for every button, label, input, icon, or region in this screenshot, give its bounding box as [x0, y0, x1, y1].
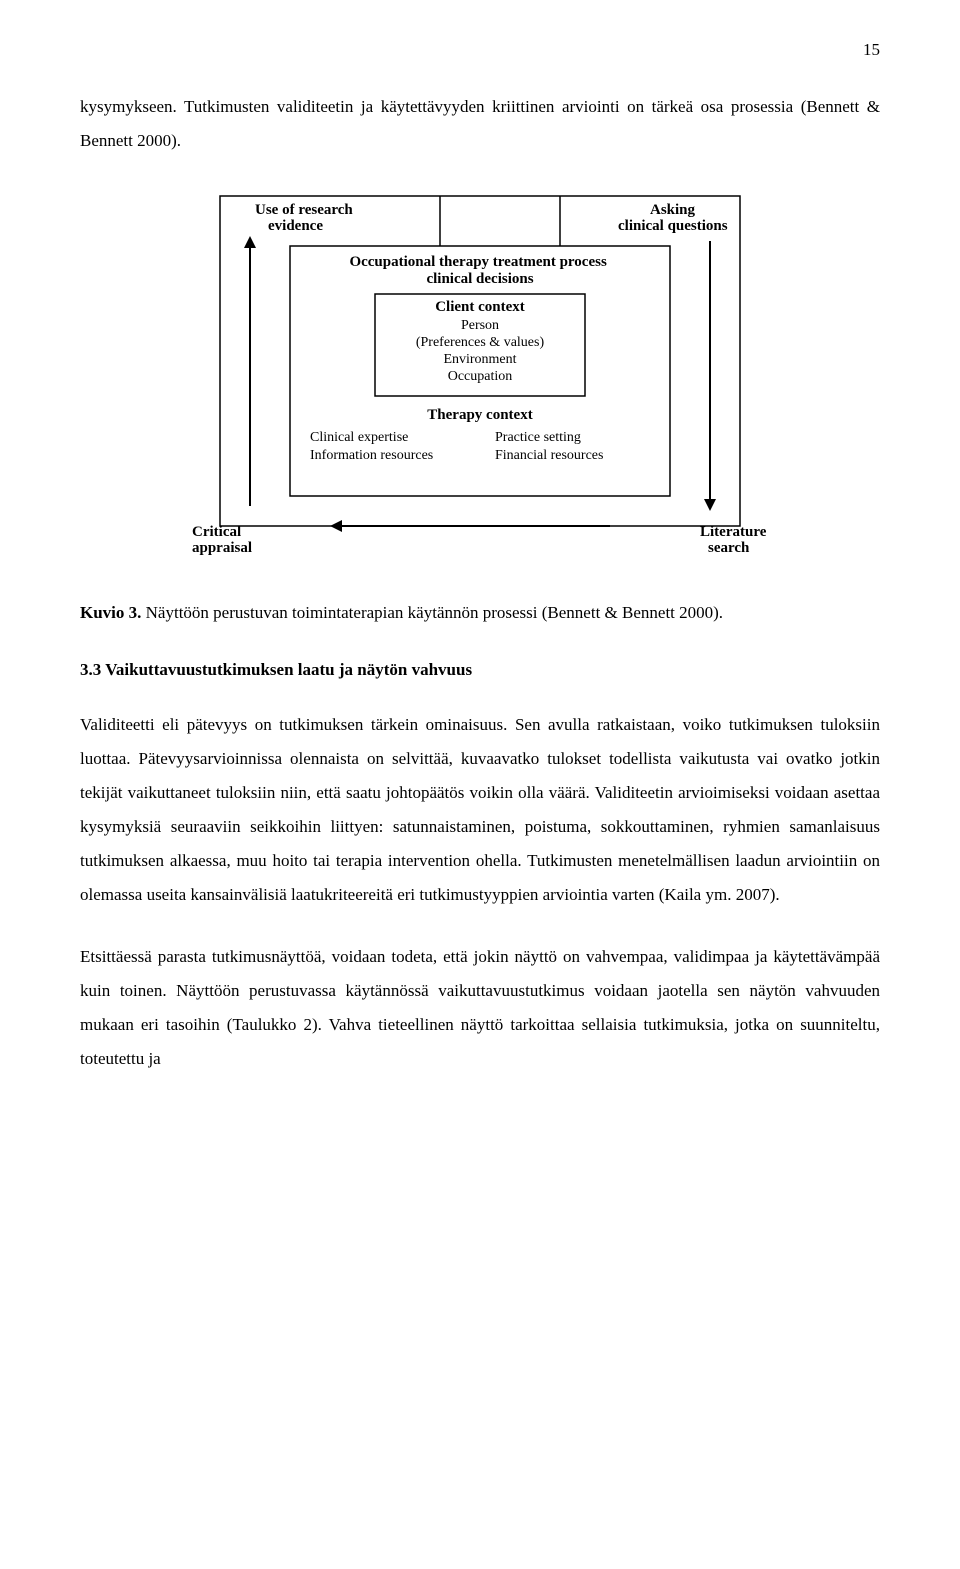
caption-rest: Näyttöön perustuvan toimintaterapian käy…	[141, 603, 723, 622]
therapy-left-1: Information resources	[310, 448, 433, 463]
label-asking: Asking clinical questions	[618, 202, 728, 234]
diagram-svg: Use of research evidence Asking clinical…	[140, 186, 820, 566]
inner-title: Client context	[435, 299, 525, 315]
paragraph-3: Etsittäessä parasta tutkimusnäyttöä, voi…	[80, 940, 880, 1076]
middle-title: Occupational therapy treatment process c…	[349, 254, 610, 287]
label-use-research: Use of research evidence	[255, 202, 357, 234]
therapy-left-0: Clinical expertise	[310, 430, 408, 445]
inner-line-3: Occupation	[448, 369, 513, 384]
inner-line-2: Environment	[443, 352, 516, 367]
heading-3-3: 3.3 Vaikuttavuustutkimuksen laatu ja näy…	[80, 660, 880, 680]
caption-lead: Kuvio 3.	[80, 603, 141, 622]
therapy-title: Therapy context	[427, 407, 532, 423]
label-critical: Critical appraisal	[192, 524, 252, 556]
page-number: 15	[80, 40, 880, 60]
label-literature: Literature search	[700, 524, 770, 556]
paragraph-1: kysymykseen. Tutkimusten validiteetin ja…	[80, 90, 880, 158]
therapy-right-0: Practice setting	[495, 430, 581, 445]
inner-line-0: Person	[461, 318, 499, 333]
figure-caption: Kuvio 3. Näyttöön perustuvan toimintater…	[80, 596, 880, 630]
paragraph-2: Validiteetti eli pätevyys on tutkimuksen…	[80, 708, 880, 912]
inner-line-1: (Preferences & values)	[416, 335, 545, 350]
figure-3: Use of research evidence Asking clinical…	[140, 186, 820, 566]
therapy-right-1: Financial resources	[495, 448, 603, 463]
